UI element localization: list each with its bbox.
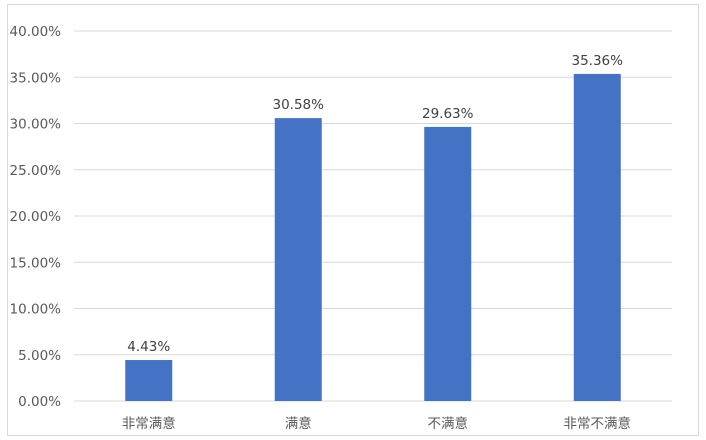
y-tick-label: 35.00% [10, 70, 62, 86]
bar [125, 360, 173, 401]
data-label: 35.36% [572, 53, 624, 69]
y-tick-label: 15.00% [10, 255, 62, 271]
y-tick-label: 0.00% [18, 394, 61, 410]
y-tick-label: 40.00% [10, 24, 62, 40]
y-tick-label: 20.00% [10, 209, 62, 225]
y-tick-label: 5.00% [18, 348, 61, 364]
x-tick-label: 非常不满意 [564, 415, 632, 432]
y-tick-label: 25.00% [10, 163, 62, 179]
x-tick-label: 非常满意 [122, 415, 176, 432]
x-tick-label: 满意 [285, 415, 312, 432]
bar [424, 126, 472, 402]
data-label: 29.63% [422, 106, 474, 122]
y-tick-label: 30.00% [10, 117, 62, 133]
y-tick-label: 10.00% [10, 302, 62, 318]
data-label: 4.43% [127, 339, 170, 355]
x-tick-label: 不满意 [428, 415, 469, 432]
data-label: 30.58% [273, 97, 325, 113]
bar [274, 118, 322, 401]
chart-border [7, 4, 699, 436]
bar [573, 73, 621, 402]
